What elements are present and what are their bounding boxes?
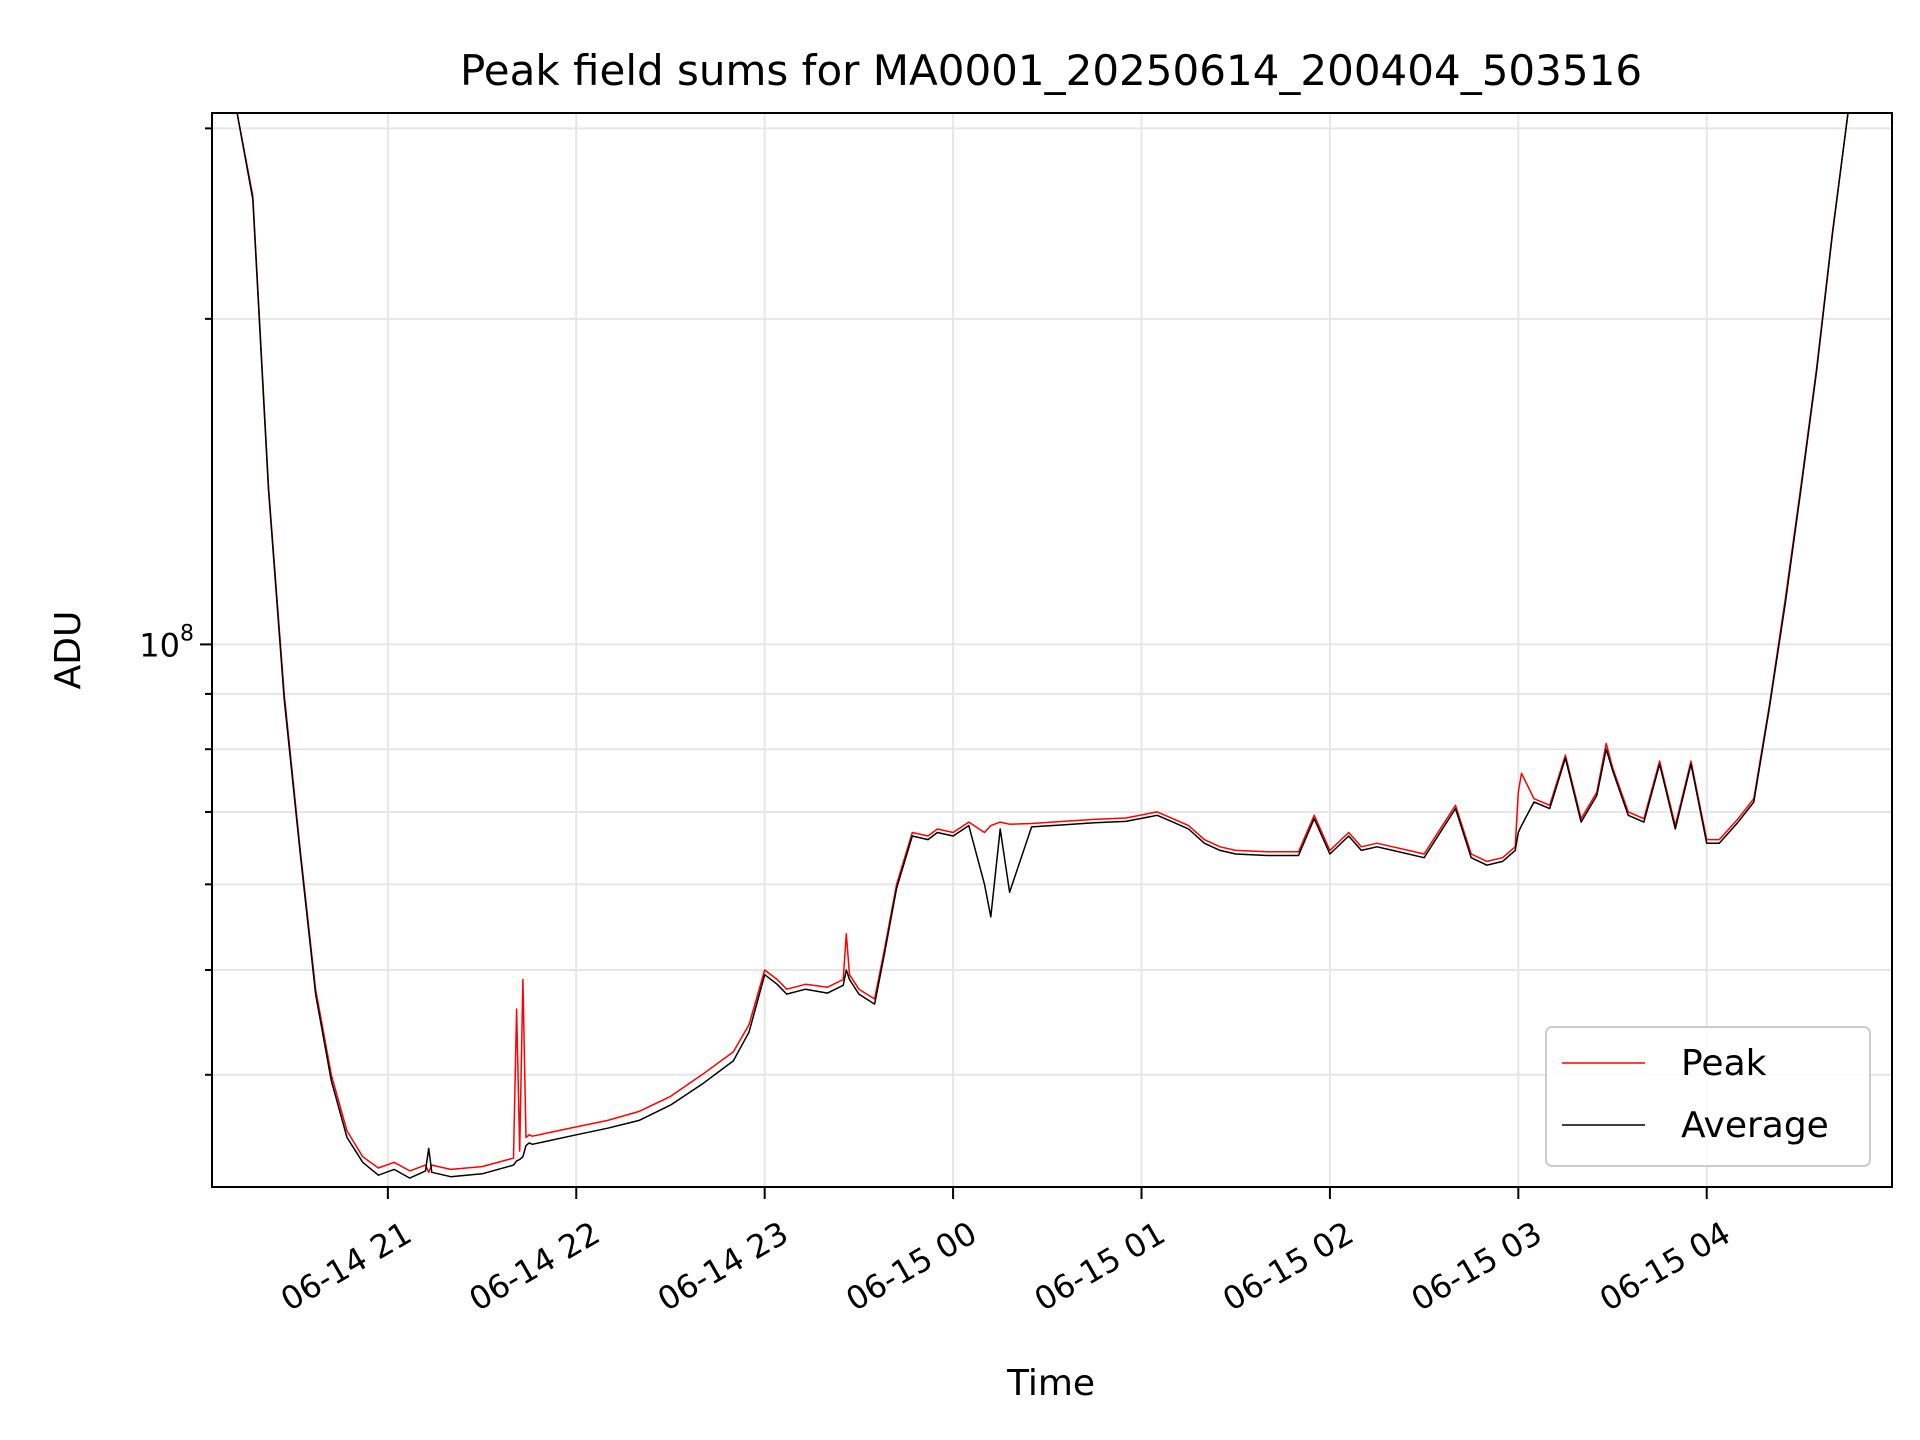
legend-label-peak: Peak (1681, 1043, 1767, 1084)
legend-label-average: Average (1681, 1105, 1829, 1146)
x-tick-label: 06-15 03 (1405, 1214, 1549, 1319)
series-line-peak (212, 112, 1892, 1174)
y-tick-label: 108 (139, 621, 194, 664)
x-tick-label: 06-15 04 (1593, 1214, 1737, 1319)
series-line-average (212, 112, 1892, 1179)
x-tick-label: 06-14 22 (463, 1214, 607, 1319)
x-tick-label: 06-15 01 (1028, 1214, 1172, 1319)
x-axis-label: Time (1006, 1363, 1095, 1404)
grid (212, 113, 1892, 1187)
x-tick-label: 06-15 00 (839, 1214, 983, 1319)
legend: Peak Average (1545, 1026, 1871, 1167)
x-axis: 06-14 21 06-14 22 06-14 23 06-15 00 06-15 01… (274, 1187, 1737, 1319)
x-tick-label: 06-14 21 (274, 1214, 418, 1319)
y-axis: 108 (139, 127, 212, 1076)
plot-area (212, 112, 1892, 1179)
x-tick-label: 06-14 23 (651, 1214, 795, 1319)
y-axis-label: ADU (48, 611, 89, 690)
plot-frame (211, 112, 1893, 1188)
x-tick-label: 06-15 02 (1216, 1214, 1360, 1319)
legend-box (1545, 1026, 1871, 1167)
chart-title: Peak field sums for MA0001_20250614_2004… (460, 46, 1642, 95)
